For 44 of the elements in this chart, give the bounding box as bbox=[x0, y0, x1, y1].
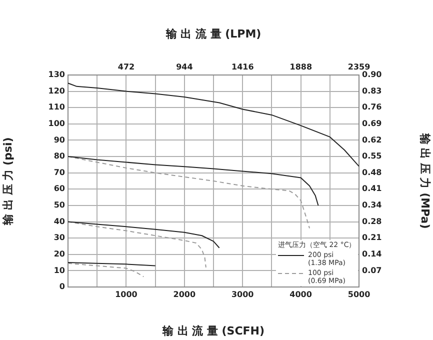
x2-tick-label: 1416 bbox=[232, 62, 254, 72]
y-tick-label: 80 bbox=[54, 152, 66, 161]
y2-tick-label: 0.48 bbox=[362, 168, 382, 177]
y-tick-label: 120 bbox=[48, 86, 66, 96]
y-tick-label: 60 bbox=[54, 184, 66, 194]
y2-tick-label: 0.62 bbox=[362, 135, 382, 144]
y-tick-label: 0 bbox=[59, 282, 66, 292]
line-series bbox=[68, 221, 206, 268]
x-tick-label: 1000 bbox=[115, 290, 138, 299]
x-tick-label: 3000 bbox=[231, 290, 254, 299]
y-tick-label: 50 bbox=[54, 200, 66, 210]
y-axis-title: 输 出 压 力 (psi) bbox=[1, 137, 14, 226]
line-series bbox=[68, 156, 310, 229]
x-tick-label: 4000 bbox=[290, 290, 312, 299]
y-tick-label: 10 bbox=[54, 266, 66, 275]
y2-tick-label: 0.69 bbox=[362, 118, 382, 128]
x2-tick-label: 1888 bbox=[290, 62, 312, 72]
x2-tick-label: 2359 bbox=[348, 62, 371, 72]
x-axis-title: 输 出 流 量 (SCFH) bbox=[161, 324, 265, 338]
y-tick-label: 20 bbox=[54, 249, 66, 258]
x2-axis-title: 输 出 流 量 (LPM) bbox=[164, 27, 262, 40]
y2-tick-label: 0.28 bbox=[362, 216, 382, 226]
y-tick-label: 110 bbox=[48, 102, 66, 112]
x2-tick-label: 472 bbox=[118, 62, 135, 72]
x-tick-label: 2000 bbox=[173, 290, 196, 299]
line-series bbox=[68, 262, 144, 278]
x-tick-label: 5000 bbox=[348, 290, 371, 299]
y2-tick-label: 0.76 bbox=[362, 102, 382, 112]
y2-tick-label: 0.34 bbox=[362, 200, 382, 210]
y-tick-label: 90 bbox=[54, 135, 66, 144]
y2-tick-label: 0.41 bbox=[362, 184, 382, 194]
y2-tick-label: 0.55 bbox=[362, 152, 382, 161]
y2-tick-label: 0.21 bbox=[362, 233, 382, 242]
y-tick-label: 30 bbox=[54, 233, 66, 242]
x2-tick-label: 944 bbox=[176, 62, 194, 72]
y-tick-label: 40 bbox=[54, 216, 66, 226]
y2-tick-label: 0.90 bbox=[362, 70, 382, 80]
y-tick-label: 100 bbox=[48, 119, 66, 128]
y2-tick-label: 0.14 bbox=[362, 249, 382, 258]
y2-tick-label: 0.83 bbox=[362, 86, 382, 96]
y-tick-label: 130 bbox=[48, 70, 66, 80]
y2-tick-label: 0.07 bbox=[362, 266, 382, 275]
y-tick-label: 70 bbox=[54, 168, 66, 177]
y2-axis-title: 输 出 压 力 (MPa) bbox=[418, 132, 432, 229]
